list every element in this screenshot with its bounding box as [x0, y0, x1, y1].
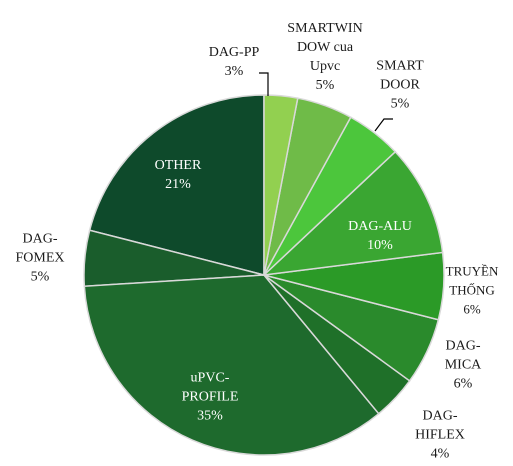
category-name: uPVC-PROFILE — [181, 370, 239, 405]
percent-label: 6% — [453, 376, 473, 392]
percent-label: 6% — [463, 301, 481, 317]
leader-line — [259, 72, 269, 96]
slice-label: SMARTWINDOW cua Upvc 5% — [285, 19, 365, 95]
percent-label: 10% — [367, 238, 393, 253]
category-name: SMART DOOR — [376, 58, 424, 93]
percent-label: 5% — [390, 96, 410, 112]
category-name: DAG-MICA — [444, 338, 482, 373]
category-name: DAG-ALU — [348, 219, 412, 234]
category-name: SMARTWINDOW cua Upvc — [287, 21, 363, 74]
category-name: TRUYỀN THỐNG — [445, 263, 499, 298]
slice-label: DAG-HIFLEX 4% — [415, 407, 465, 464]
slice-label: OTHER 21% — [143, 156, 213, 194]
percent-label: 35% — [197, 408, 223, 424]
category-name: OTHER — [154, 158, 202, 173]
leader-line — [374, 118, 393, 132]
slice-label: DAG-FOMEX 5% — [15, 230, 65, 287]
percent-label: 21% — [165, 177, 191, 192]
percent-label: 5% — [30, 269, 50, 285]
percent-label: 3% — [224, 64, 244, 79]
percent-label: 5% — [315, 78, 335, 93]
percent-label: 4% — [430, 446, 450, 462]
category-name: DAG-HIFLEX — [415, 408, 465, 443]
slice-label: DAG-ALU 10% — [335, 217, 425, 255]
slice-label: TRUYỀN THỐNG 6% — [444, 262, 500, 319]
slice-label: uPVC-PROFILE 35% — [170, 369, 250, 426]
pie-slice — [83, 274, 380, 456]
pie-slice — [261, 150, 444, 277]
pie-slice — [263, 94, 299, 276]
category-name: DAG-FOMEX — [15, 231, 65, 266]
slice-label: SMART DOOR 5% — [370, 57, 430, 114]
pie-slice — [88, 94, 265, 276]
slice-label: DAG-PP 3% — [204, 43, 264, 81]
slice-label: DAG-MICA 6% — [438, 337, 488, 394]
category-name: DAG-PP — [208, 45, 260, 60]
